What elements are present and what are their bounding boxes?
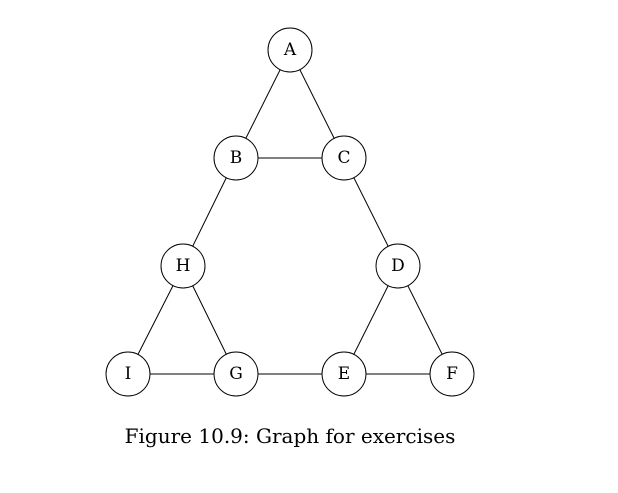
- node-d: D: [375, 243, 421, 289]
- node-label: A: [283, 40, 297, 60]
- node-b: B: [213, 135, 259, 181]
- node-a: A: [267, 27, 313, 73]
- node-label: I: [125, 364, 132, 384]
- node-e: E: [321, 351, 367, 397]
- nodes-layer: A B C D E F G H I: [105, 27, 475, 397]
- node-circle: [213, 351, 259, 397]
- node-label: G: [229, 364, 243, 384]
- node-g: G: [213, 351, 259, 397]
- node-label: E: [338, 364, 350, 384]
- node-i: I: [105, 351, 151, 397]
- node-circle: [321, 351, 367, 397]
- node-circle: [321, 135, 367, 181]
- node-circle: [213, 135, 259, 181]
- node-label: D: [391, 256, 405, 276]
- node-circle: [429, 351, 475, 397]
- node-f: F: [429, 351, 475, 397]
- node-c: C: [321, 135, 367, 181]
- node-h: H: [160, 243, 206, 289]
- figure-caption: Figure 10.9: Graph for exercises: [124, 424, 456, 448]
- node-label: H: [176, 256, 191, 276]
- node-label: B: [230, 148, 243, 168]
- node-circle: [267, 27, 313, 73]
- edges-layer: [127, 49, 453, 375]
- node-circle: [160, 243, 206, 289]
- node-label: C: [337, 148, 350, 168]
- node-circle: [105, 351, 151, 397]
- node-circle: [375, 243, 421, 289]
- node-label: F: [446, 364, 458, 384]
